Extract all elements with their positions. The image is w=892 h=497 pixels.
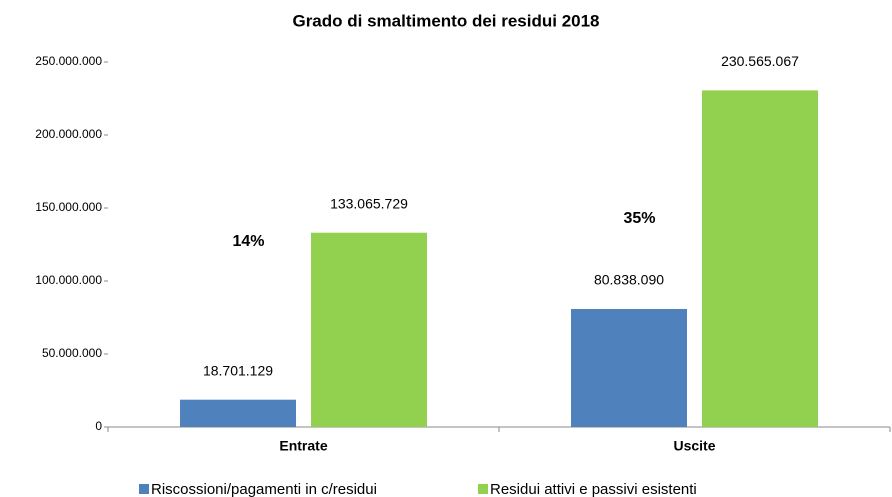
x-tick-label: Uscite [673, 438, 715, 454]
value-label: 230.565.067 [721, 53, 799, 69]
y-tick-label: 150.000.000 [35, 200, 102, 214]
y-tick-label: 250.000.000 [35, 54, 102, 68]
annotation: 14% [232, 233, 264, 250]
x-tick-label: Entrate [279, 438, 327, 454]
y-tick-label: 0 [95, 419, 102, 433]
bar [180, 399, 296, 427]
annotation: 35% [623, 210, 655, 227]
chart-title: Grado di smaltimento dei residui 2018 [292, 11, 599, 30]
bar [311, 232, 427, 427]
y-tick-label: 100.000.000 [35, 273, 102, 287]
legend-label: Riscossioni/pagamenti in c/residui [151, 481, 377, 497]
legend-label: Residui attivi e passivi esistenti [490, 481, 697, 497]
y-tick-label: 200.000.000 [35, 127, 102, 141]
bar [702, 90, 818, 427]
bar [571, 308, 687, 427]
value-label: 80.838.090 [594, 272, 664, 288]
value-label: 18.701.129 [203, 362, 273, 378]
y-tick-label: 50.000.000 [42, 346, 102, 360]
legend-swatch [139, 484, 149, 494]
legend-swatch [478, 484, 488, 494]
value-label: 133.065.729 [330, 195, 408, 211]
